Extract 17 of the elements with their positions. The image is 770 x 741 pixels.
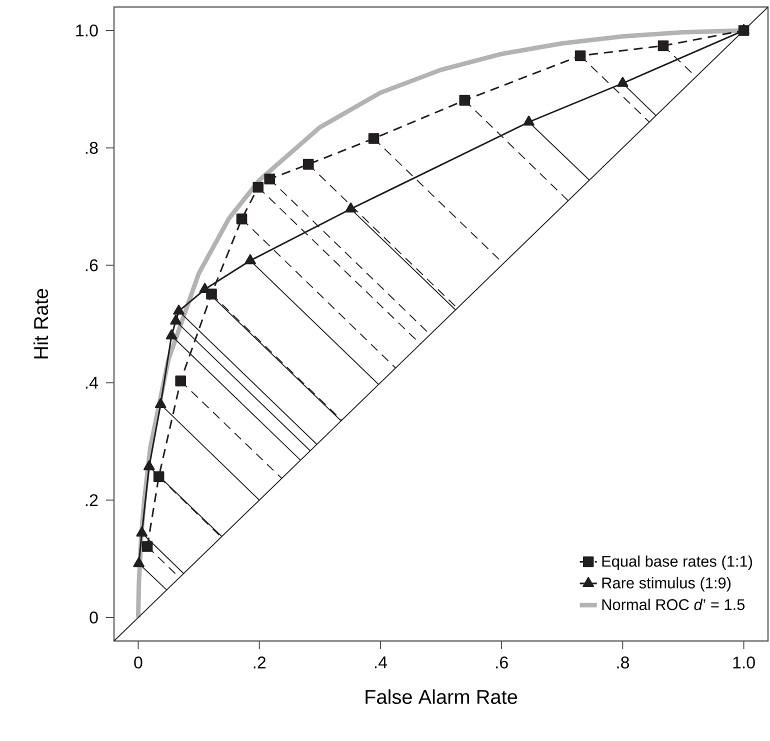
y-axis-title: Hit Rate [33, 288, 48, 358]
x-tick-label: .8 [617, 656, 630, 669]
y-tick-label: 1.0 [76, 24, 98, 36]
x-tick-label: 0 [134, 656, 142, 669]
x-axis-title: False Alarm Rate [366, 689, 518, 704]
legend-label: Normal ROC d’ = 1.5 [602, 598, 745, 610]
x-tick-label: .6 [496, 656, 508, 669]
y-tick-label: 0 [90, 612, 98, 624]
legend-label: Equal base rates (1:1) [602, 555, 752, 570]
x-tick-label: .4 [374, 656, 388, 668]
x-tick-label: 1.0 [733, 656, 755, 669]
legend-label: Rare stimulus (1:9) [602, 577, 731, 592]
x-tick-label: .2 [254, 656, 266, 668]
y-tick-label: .4 [86, 376, 98, 389]
y-tick-label: .8 [86, 142, 98, 154]
y-tick-label: .2 [86, 494, 98, 506]
y-tick-label: .6 [86, 259, 98, 272]
